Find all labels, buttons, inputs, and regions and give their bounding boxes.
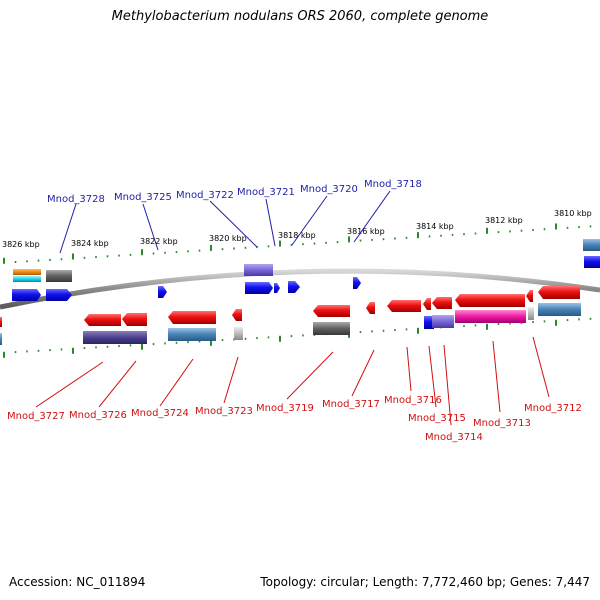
gene-arrow[interactable] bbox=[168, 311, 216, 324]
gene-block[interactable] bbox=[583, 239, 600, 251]
gene-arrow[interactable] bbox=[245, 282, 273, 294]
leader-line bbox=[443, 344, 452, 426]
gene-arrow[interactable] bbox=[366, 302, 375, 314]
reverse-gene-blocks bbox=[0, 286, 581, 345]
leader-line bbox=[159, 358, 194, 407]
kbp-tick-label: 3826 kbp bbox=[2, 240, 40, 249]
gene-block[interactable] bbox=[13, 276, 41, 282]
leader-line bbox=[406, 346, 412, 392]
leader-line bbox=[35, 361, 104, 408]
gene-label-reverse: Mnod_3712 bbox=[524, 403, 582, 414]
gene-arrow[interactable] bbox=[387, 300, 421, 312]
accession-text: Accession: NC_011894 bbox=[9, 575, 146, 589]
kbp-tick-label: 3812 kbp bbox=[485, 216, 523, 225]
forward-gene-labels: Mnod_3728 Mnod_3725 Mnod_3722 Mnod_3721 … bbox=[47, 179, 422, 254]
leader-line bbox=[142, 203, 159, 251]
gene-label-forward: Mnod_3725 bbox=[114, 192, 172, 203]
topology-text: Topology: circular; Length: 7,772,460 bp… bbox=[260, 575, 590, 589]
gene-block[interactable] bbox=[313, 322, 350, 335]
leader-line bbox=[291, 195, 328, 246]
gene-arrow[interactable] bbox=[274, 283, 280, 293]
gene-arrow[interactable] bbox=[0, 317, 2, 327]
gene-arrow[interactable] bbox=[288, 281, 300, 293]
gene-arrow[interactable] bbox=[46, 289, 72, 301]
gene-block[interactable] bbox=[528, 307, 534, 320]
gene-label-reverse: Mnod_3715 bbox=[408, 413, 466, 424]
gene-label-reverse: Mnod_3713 bbox=[473, 418, 531, 429]
leader-line bbox=[223, 356, 239, 404]
leader-line bbox=[265, 198, 276, 247]
gene-arrow[interactable] bbox=[12, 289, 41, 301]
page-title: Methylobacterium nodulans ORS 2060, comp… bbox=[111, 9, 489, 24]
gene-block[interactable] bbox=[244, 264, 273, 276]
gene-label-reverse: Mnod_3727 bbox=[7, 411, 65, 422]
gene-label-reverse: Mnod_3723 bbox=[195, 406, 253, 417]
reverse-gene-labels: Mnod_3727 Mnod_3726 Mnod_3724 Mnod_3723 … bbox=[7, 336, 582, 443]
gene-arrow[interactable] bbox=[122, 313, 147, 326]
leader-line bbox=[351, 349, 375, 397]
gene-arrow[interactable] bbox=[455, 294, 525, 307]
gene-block[interactable] bbox=[83, 331, 147, 344]
gene-label-forward: Mnod_3722 bbox=[176, 190, 234, 201]
kbp-tick-label: 3810 kbp bbox=[554, 209, 592, 218]
gene-label-reverse: Mnod_3716 bbox=[384, 395, 442, 406]
leader-line bbox=[353, 190, 391, 243]
leader-line bbox=[428, 345, 437, 408]
gene-arrow[interactable] bbox=[313, 305, 350, 317]
gene-block[interactable] bbox=[234, 327, 243, 340]
gene-arrow[interactable] bbox=[538, 286, 580, 299]
gene-label-reverse: Mnod_3714 bbox=[425, 432, 483, 443]
kbp-tick-label: 3814 kbp bbox=[416, 222, 454, 231]
leader-line bbox=[98, 360, 137, 408]
gene-label-forward: Mnod_3718 bbox=[364, 179, 422, 190]
kbp-tick-label: 3824 kbp bbox=[71, 239, 109, 248]
gene-label-reverse: Mnod_3717 bbox=[322, 399, 380, 410]
gene-label-reverse: Mnod_3726 bbox=[69, 410, 127, 421]
gene-label-reverse: Mnod_3724 bbox=[131, 408, 189, 419]
gene-block[interactable] bbox=[46, 270, 72, 282]
kbp-tick-label: 3820 kbp bbox=[209, 234, 247, 243]
gene-block[interactable] bbox=[424, 316, 434, 329]
kbp-tick-label: 3818 kbp bbox=[278, 231, 316, 240]
gene-arrow[interactable] bbox=[584, 256, 600, 268]
gene-arrow[interactable] bbox=[158, 286, 167, 298]
gene-label-forward: Mnod_3728 bbox=[47, 194, 105, 205]
gene-block[interactable] bbox=[432, 315, 454, 328]
kbp-tick-label: 3816 kbp bbox=[347, 227, 385, 236]
gene-block[interactable] bbox=[538, 303, 581, 316]
leader-line bbox=[286, 351, 334, 400]
kbp-tick-label: 3822 kbp bbox=[140, 237, 178, 246]
genome-backbone bbox=[0, 268, 600, 310]
scale-ticks-forward bbox=[3, 223, 592, 264]
leader-line bbox=[209, 200, 258, 248]
gene-arrow[interactable] bbox=[353, 277, 361, 289]
gene-block[interactable] bbox=[13, 269, 41, 275]
gene-block[interactable] bbox=[0, 333, 2, 345]
gene-label-forward: Mnod_3721 bbox=[237, 187, 295, 198]
kbp-tick-labels: 3826 kbp 3824 kbp 3822 kbp 3820 kbp 3818… bbox=[2, 209, 592, 249]
gene-arrow[interactable] bbox=[423, 298, 431, 310]
leader-line bbox=[59, 203, 77, 254]
gene-block[interactable] bbox=[455, 310, 526, 323]
gene-arrow[interactable] bbox=[526, 290, 533, 302]
gene-arrow[interactable] bbox=[84, 314, 121, 326]
gene-label-forward: Mnod_3720 bbox=[300, 184, 358, 195]
forward-gene-blocks bbox=[12, 239, 600, 301]
leader-line bbox=[492, 340, 501, 413]
gene-arrow[interactable] bbox=[232, 309, 242, 321]
gene-block[interactable] bbox=[168, 328, 216, 341]
gene-arrow[interactable] bbox=[432, 297, 452, 309]
leader-line bbox=[532, 336, 550, 398]
gene-label-reverse: Mnod_3719 bbox=[256, 403, 314, 414]
